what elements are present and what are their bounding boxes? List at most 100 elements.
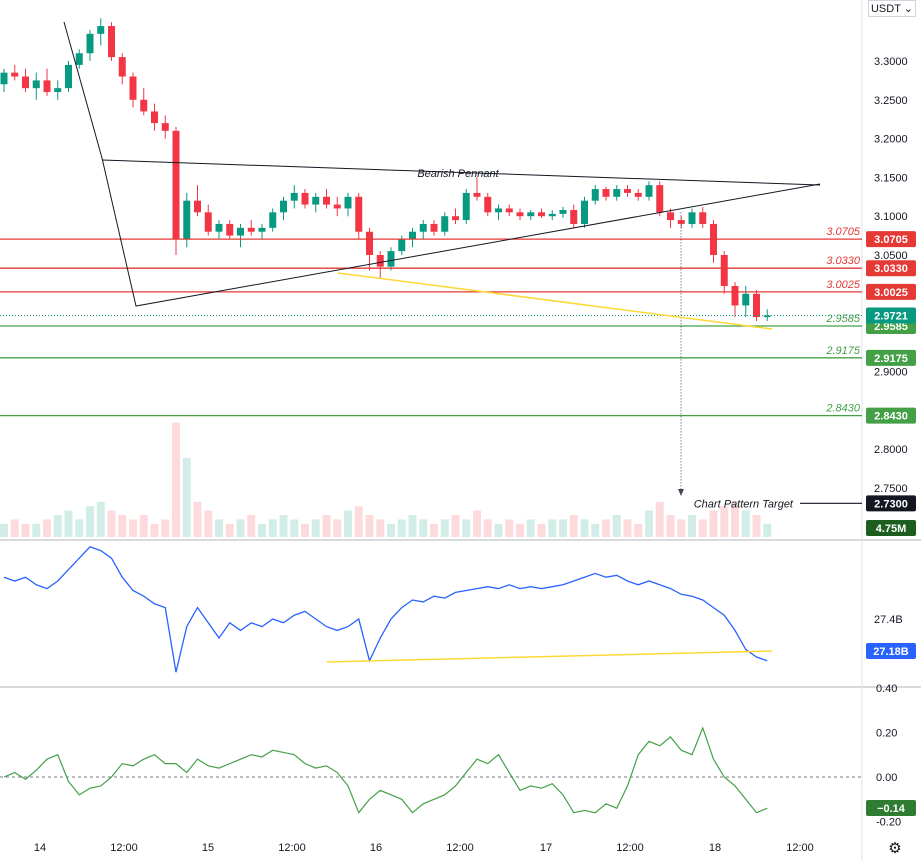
volume-bar xyxy=(526,519,535,537)
candle[interactable] xyxy=(731,286,739,306)
candlesticks[interactable] xyxy=(0,18,771,321)
candle[interactable] xyxy=(11,72,19,77)
candle[interactable] xyxy=(430,223,438,232)
candle[interactable] xyxy=(495,208,502,213)
candle[interactable] xyxy=(290,192,298,201)
candle[interactable] xyxy=(376,255,384,267)
candle[interactable] xyxy=(559,209,567,214)
level-label: 2.8430 xyxy=(825,403,861,415)
candle[interactable] xyxy=(527,212,535,217)
candle[interactable] xyxy=(656,185,664,213)
candle[interactable] xyxy=(581,200,588,224)
volume-bar xyxy=(344,510,352,537)
candle[interactable] xyxy=(645,185,653,197)
candle[interactable] xyxy=(624,189,631,193)
pattern-drawings[interactable]: Bearish Pennant xyxy=(63,21,821,330)
candle[interactable] xyxy=(140,99,148,112)
candle[interactable] xyxy=(129,76,137,100)
time-tick: 15 xyxy=(202,842,214,854)
candle[interactable] xyxy=(720,255,728,287)
volume-indicator-line[interactable] xyxy=(3,546,768,673)
candle[interactable] xyxy=(688,212,696,224)
candle[interactable] xyxy=(462,192,470,221)
candle[interactable] xyxy=(538,212,545,217)
candle[interactable] xyxy=(108,26,115,58)
candle[interactable] xyxy=(194,200,201,213)
candle[interactable] xyxy=(215,223,223,232)
price-axis[interactable]: 3.3000 3.2500 3.2000 3.1500 3.1000 3.0500 2.90… xyxy=(874,56,908,495)
oscillator-line[interactable] xyxy=(3,726,768,814)
candle[interactable] xyxy=(172,130,180,240)
price-levels[interactable]: 3.0705 3.0705 3.0330 3.0330 3.0025 3.0025 2.95… xyxy=(0,212,916,536)
oscillator-pane[interactable]: 0.40 0.20 0.00 -0.20 −0.14 xyxy=(0,683,916,829)
candle[interactable] xyxy=(269,212,277,228)
candle[interactable] xyxy=(204,212,212,232)
candle[interactable] xyxy=(667,212,674,221)
candle[interactable] xyxy=(226,223,234,236)
pennant-lower-line[interactable] xyxy=(63,21,821,307)
candle[interactable] xyxy=(344,196,352,209)
candle[interactable] xyxy=(183,200,191,240)
candle[interactable] xyxy=(441,216,449,232)
candle[interactable] xyxy=(763,315,771,318)
candle[interactable] xyxy=(419,223,427,232)
candle[interactable] xyxy=(97,26,105,34)
candle[interactable] xyxy=(32,80,40,89)
candle[interactable] xyxy=(333,204,341,209)
candle[interactable] xyxy=(505,208,513,213)
candle[interactable] xyxy=(118,57,126,77)
candle[interactable] xyxy=(75,53,83,65)
divergence-line[interactable] xyxy=(337,272,773,330)
level-badge-text: 3.0330 xyxy=(874,263,908,275)
divergence-line[interactable] xyxy=(326,650,773,663)
candle[interactable] xyxy=(570,209,578,224)
candle[interactable] xyxy=(237,227,244,236)
candle[interactable] xyxy=(0,72,8,85)
indicator-tick: 27.4B xyxy=(874,614,903,626)
candle[interactable] xyxy=(355,196,363,232)
candle[interactable] xyxy=(323,196,330,205)
candle[interactable] xyxy=(22,76,29,89)
candle[interactable] xyxy=(452,216,459,221)
candle[interactable] xyxy=(161,123,169,131)
oscillator-tick: 0.20 xyxy=(876,727,897,739)
candle[interactable] xyxy=(43,80,51,93)
candle[interactable] xyxy=(366,231,373,255)
candle[interactable] xyxy=(548,213,556,217)
volume-bar xyxy=(677,519,686,537)
candle[interactable] xyxy=(387,251,395,267)
time-axis[interactable]: 14 12:00 15 12:00 16 12:00 17 12:00 18 12:00 xyxy=(34,842,814,854)
candle[interactable] xyxy=(301,192,309,205)
volume-indicator-pane[interactable]: 27.4B 27.18B xyxy=(3,546,916,673)
candle[interactable] xyxy=(280,200,287,213)
candle[interactable] xyxy=(602,189,610,197)
price-tick: 2.8000 xyxy=(874,444,908,456)
candle[interactable] xyxy=(473,192,481,197)
candle[interactable] xyxy=(398,239,406,252)
candle[interactable] xyxy=(753,293,760,318)
candle[interactable] xyxy=(699,212,707,224)
candle[interactable] xyxy=(86,33,94,54)
candle[interactable] xyxy=(151,111,158,124)
candle[interactable] xyxy=(484,196,492,213)
candle[interactable] xyxy=(258,227,266,232)
currency-selector[interactable]: USDT ⌄ xyxy=(868,0,916,17)
volume-bar xyxy=(322,515,331,537)
candle[interactable] xyxy=(742,293,750,306)
candle[interactable] xyxy=(516,212,524,217)
volume-bars xyxy=(0,422,772,537)
candle[interactable] xyxy=(247,227,255,232)
candle[interactable] xyxy=(409,231,416,240)
candle[interactable] xyxy=(312,196,320,205)
candle[interactable] xyxy=(54,88,62,93)
candle[interactable] xyxy=(65,64,72,89)
pennant-upper-line[interactable] xyxy=(101,159,821,186)
candle[interactable] xyxy=(634,192,642,197)
candle[interactable] xyxy=(613,189,621,197)
candle[interactable] xyxy=(591,189,599,201)
volume-bar xyxy=(483,519,492,537)
volume-bar xyxy=(53,515,62,537)
price-tick: 2.9000 xyxy=(874,366,908,378)
gear-icon[interactable]: ⚙ xyxy=(888,840,902,857)
